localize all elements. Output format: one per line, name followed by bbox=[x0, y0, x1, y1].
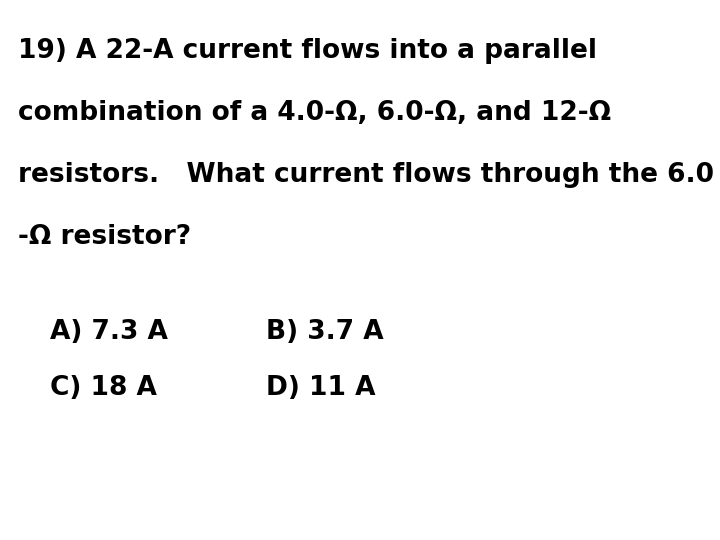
Text: A) 7.3 A: A) 7.3 A bbox=[50, 319, 168, 345]
Text: -Ω resistor?: -Ω resistor? bbox=[18, 224, 191, 250]
Text: C) 18 A: C) 18 A bbox=[50, 375, 157, 401]
Text: B) 3.7 A: B) 3.7 A bbox=[266, 319, 384, 345]
Text: resistors.   What current flows through the 6.0: resistors. What current flows through th… bbox=[18, 162, 714, 188]
Text: 19) A 22-A current flows into a parallel: 19) A 22-A current flows into a parallel bbox=[18, 38, 597, 64]
Text: combination of a 4.0-Ω, 6.0-Ω, and 12-Ω: combination of a 4.0-Ω, 6.0-Ω, and 12-Ω bbox=[18, 100, 611, 126]
Text: D) 11 A: D) 11 A bbox=[266, 375, 376, 401]
